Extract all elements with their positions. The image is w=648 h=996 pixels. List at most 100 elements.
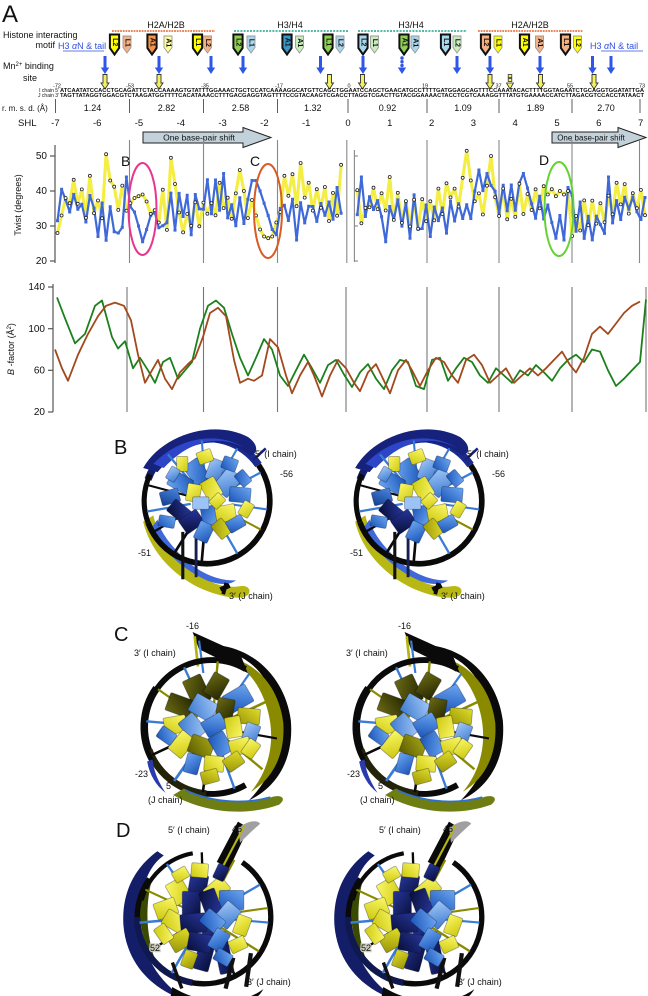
svg-text:1.24: 1.24 [84, 103, 102, 113]
svg-text:ATCAATATCCACCTGCAGATTCTACCAAAA: ATCAATATCCACCTGCAGATTCTACCAAAAGTGTATTTGG… [60, 88, 644, 94]
svg-text:A1: A1 [412, 38, 419, 47]
svg-text:-56: -56 [492, 469, 505, 479]
svg-text:46: 46 [443, 824, 453, 834]
svg-text:1.09: 1.09 [454, 103, 472, 113]
svg-text:-51: -51 [350, 548, 363, 558]
svg-text:-6: -6 [93, 118, 101, 129]
svg-text:1.32: 1.32 [304, 103, 322, 113]
svg-text:A1: A1 [149, 38, 156, 47]
svg-text:L1: L1 [325, 38, 332, 46]
svg-text:L2: L2 [360, 38, 367, 46]
svg-text:L1: L1 [495, 39, 502, 47]
svg-text:L2: L2 [337, 39, 344, 47]
svg-text:L1: L1 [371, 39, 378, 47]
svg-text:52: 52 [150, 943, 160, 953]
svg-text:A1: A1 [165, 38, 172, 47]
svg-text:6: 6 [596, 118, 601, 129]
svg-text:H3 αN & tail: H3 αN & tail [58, 41, 106, 51]
svg-text:Histone interacting: Histone interacting [3, 30, 78, 40]
svg-text:J chain 3′: J chain 3′ [38, 93, 59, 99]
svg-text:4: 4 [513, 118, 518, 129]
svg-text:L2: L2 [204, 39, 211, 47]
svg-text:r. m. s. d. (Å): r. m. s. d. (Å) [2, 104, 48, 113]
svg-text:A: A [2, 1, 18, 28]
svg-text:H3/H4: H3/H4 [277, 20, 303, 30]
svg-text:D: D [539, 152, 549, 168]
svg-text:-23: -23 [347, 769, 360, 779]
svg-text:1: 1 [387, 118, 392, 129]
svg-text:60: 60 [34, 366, 46, 377]
svg-text:H2A/H2B: H2A/H2B [147, 20, 185, 30]
svg-text:B: B [114, 437, 127, 459]
svg-text:-16: -16 [398, 621, 411, 631]
svg-text:2.70: 2.70 [597, 103, 615, 113]
svg-text:-4: -4 [177, 118, 185, 129]
svg-text:D: D [116, 820, 130, 842]
svg-text:motif: motif [35, 40, 55, 50]
svg-text:3: 3 [471, 118, 476, 129]
svg-text:-2: -2 [260, 118, 268, 129]
svg-text:B: B [121, 153, 130, 169]
svg-text:A1: A1 [284, 38, 291, 47]
svg-text:SHL: SHL [18, 118, 36, 129]
svg-text:5′: 5′ [378, 781, 385, 791]
svg-text:L2: L2 [482, 38, 489, 46]
svg-text:100: 100 [28, 324, 45, 335]
svg-text:C: C [114, 624, 128, 646]
svg-text:3′ (J chain): 3′ (J chain) [441, 591, 485, 601]
svg-text:TAGTTATAGGTGGACGTCTAAGATGGTTTT: TAGTTATAGGTGGACGTCTAAGATGGTTTTCACATAAACC… [60, 93, 645, 99]
svg-text:5′ (I chain): 5′ (I chain) [467, 449, 509, 459]
svg-text:H3/H4: H3/H4 [398, 20, 424, 30]
svg-text:37: 37 [495, 84, 501, 90]
svg-text:50: 50 [36, 151, 48, 162]
svg-text:3′ (J chain): 3′ (J chain) [247, 977, 291, 987]
svg-text:5′: 5′ [166, 781, 173, 791]
svg-text:site: site [23, 73, 37, 83]
svg-text:L1: L1 [562, 38, 569, 46]
svg-text:46: 46 [232, 824, 242, 834]
svg-text:-56: -56 [280, 469, 293, 479]
svg-text:-23: -23 [135, 769, 148, 779]
svg-text:5′ (I chain): 5′ (I chain) [168, 825, 210, 835]
svg-text:1.89: 1.89 [527, 103, 545, 113]
svg-text:A1: A1 [536, 38, 543, 47]
svg-text:-17: -17 [275, 84, 283, 90]
svg-text:0: 0 [347, 84, 350, 90]
svg-text:L1: L1 [124, 39, 131, 47]
svg-text:5′ (I chain): 5′ (I chain) [255, 449, 297, 459]
svg-text:5: 5 [554, 118, 559, 129]
svg-text:19: 19 [422, 84, 428, 90]
svg-text:H2A/H2B: H2A/H2B [511, 20, 549, 30]
svg-text:(J chain): (J chain) [148, 795, 183, 805]
svg-text:L1: L1 [194, 38, 201, 46]
svg-text:-1: -1 [302, 118, 310, 129]
svg-text:20: 20 [34, 407, 46, 418]
svg-text:3′ (J chain): 3′ (J chain) [229, 591, 273, 601]
svg-text:-53: -53 [126, 84, 134, 90]
svg-text:C: C [250, 153, 260, 169]
svg-text:L2: L2 [454, 39, 461, 47]
svg-text:3′ (J chain): 3′ (J chain) [458, 977, 502, 987]
svg-text:2.82: 2.82 [158, 103, 176, 113]
svg-text:A1: A1 [521, 38, 528, 47]
svg-text:A1: A1 [296, 38, 303, 47]
svg-text:52: 52 [361, 943, 371, 953]
svg-text:(J chain): (J chain) [360, 795, 395, 805]
svg-text:-16: -16 [186, 621, 199, 631]
svg-text:Mn2+ binding: Mn2+ binding [3, 61, 54, 71]
svg-text:B -factor (Å2): B -factor (Å2) [6, 323, 16, 375]
svg-text:L2: L2 [574, 39, 581, 47]
svg-text:L2: L2 [111, 38, 118, 46]
svg-text:30: 30 [36, 221, 48, 232]
svg-text:40: 40 [36, 186, 48, 197]
svg-text:3′ (I chain): 3′ (I chain) [346, 648, 388, 658]
svg-text:73: 73 [639, 84, 645, 90]
svg-text:A1: A1 [401, 38, 408, 47]
svg-text:-5: -5 [135, 118, 143, 129]
svg-text:H3 αN & tail: H3 αN & tail [590, 41, 638, 51]
svg-text:-7: -7 [51, 118, 59, 129]
svg-text:-35: -35 [201, 84, 209, 90]
svg-text:7: 7 [638, 118, 643, 129]
svg-text:2: 2 [429, 118, 434, 129]
svg-text:Twist (degrees): Twist (degrees) [13, 174, 23, 236]
